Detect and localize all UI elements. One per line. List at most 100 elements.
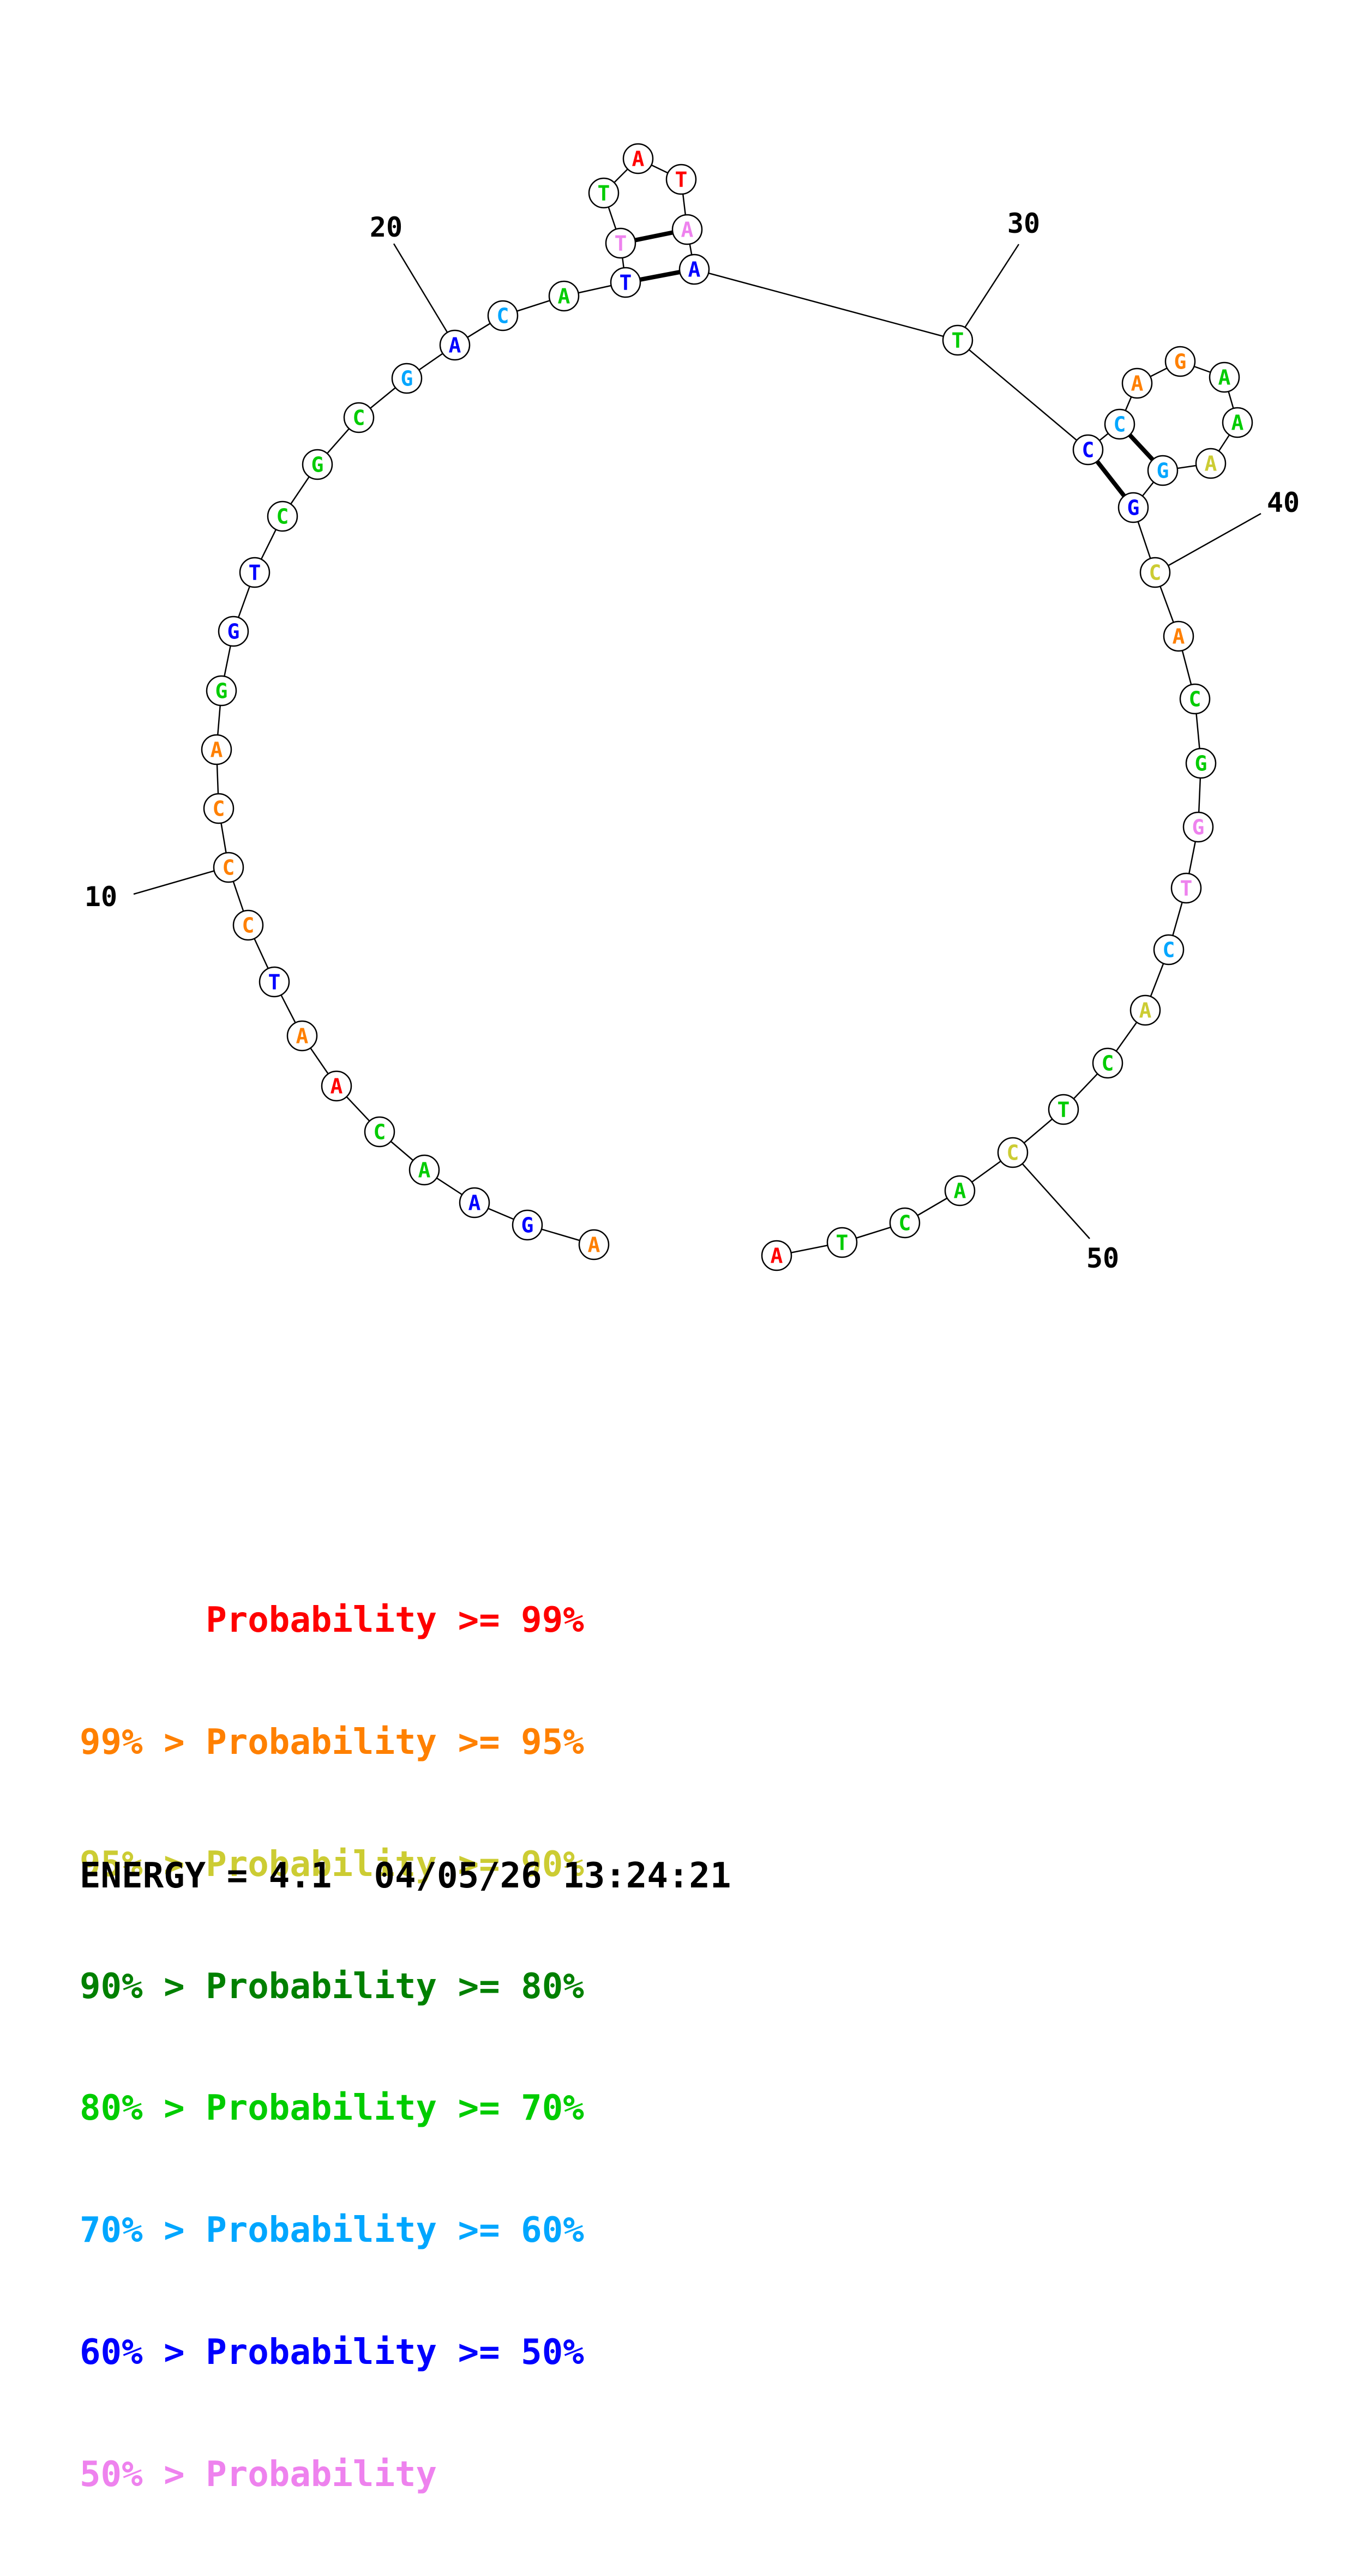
nucleotide-letter: C (242, 914, 255, 938)
nucleotide-letter: G (1157, 459, 1169, 483)
nucleotide-letter: T (615, 232, 627, 256)
nucleotide-letter: A (1131, 372, 1144, 396)
nucleotide-circle (232, 909, 264, 941)
nucleotide-letter: C (213, 797, 225, 821)
nucleotide-letter: C (1102, 1052, 1114, 1076)
nucleotide-letter: T (620, 271, 632, 295)
nucleotide-circle (578, 1229, 610, 1260)
nucleotide-circle (459, 1187, 490, 1218)
nucleotide-letter: T (836, 1231, 849, 1255)
nucleotide-letter: C (1149, 561, 1162, 585)
nucleotide-letter: C (1007, 1141, 1019, 1165)
nucleotide-letter: A (1231, 411, 1244, 435)
nucleotide-circle (1129, 994, 1161, 1026)
nucleotide-letter: G (1174, 350, 1187, 374)
label-leader-line (133, 870, 215, 895)
nucleotide-circle (1195, 448, 1227, 479)
nucleotide-letter: A (418, 1159, 431, 1183)
nucleotide-letter: G (1192, 816, 1205, 840)
probability-legend: Probability >= 99% 99% > Probability >= … (80, 1519, 584, 2576)
nucleotide-circle (942, 324, 974, 356)
nucleotide-circle (605, 227, 636, 259)
nucleotide-circle (889, 1207, 921, 1239)
nucleotide-letter: A (771, 1244, 783, 1268)
nucleotide-circle (439, 329, 471, 361)
nucleotide-circle (588, 177, 620, 209)
nucleotide-circle (1182, 811, 1214, 843)
label-leader-line (964, 244, 1020, 328)
nucleotide-letter: G (215, 679, 228, 703)
nucleotide-letter: G (521, 1214, 534, 1238)
nucleotide-circle (364, 1116, 395, 1148)
nucleotide-circle (1072, 434, 1104, 466)
sequence-position-label: 50 (1086, 1242, 1119, 1274)
nucleotide-circle (267, 500, 298, 532)
nucleotide-letter: A (588, 1233, 600, 1257)
nucleotide-circle (201, 734, 232, 765)
nucleotide-letter: A (468, 1191, 481, 1215)
energy-line: ENERGY = 4.1 04/05/26 13:24:21 (80, 1856, 731, 1896)
legend-row-p95: 99% > Probability >= 95% (80, 1722, 584, 1763)
nucleotide-circle (610, 267, 641, 298)
nucleotide-circle (1170, 872, 1202, 904)
nucleotide-letter: A (954, 1179, 966, 1203)
nucleotide-circle (206, 675, 237, 707)
legend-row-p50: 60% > Probability >= 50% (80, 2332, 584, 2373)
nucleotide-circle (321, 1070, 352, 1102)
nucleotide-circle (218, 616, 249, 647)
sequence-position-label: 40 (1267, 487, 1300, 518)
nucleotide-circle (259, 966, 290, 998)
nucleotide-letter: A (1139, 999, 1152, 1023)
nucleotide-letter: T (268, 970, 281, 994)
nucleotide-circle (1209, 361, 1240, 393)
label-leader-line (1167, 512, 1261, 567)
nucleotide-letter: C (899, 1211, 911, 1235)
sequence-position-label: 30 (1007, 208, 1040, 239)
legend-row-plt50: 50% > Probability (80, 2454, 437, 2495)
nucleotide-letter: C (223, 856, 235, 880)
nucleic-acid-structure-diagram: AGAACAATCCCAGGTCGCGACATTTATAATCCAGAAAGGC… (85, 143, 1300, 1274)
nucleotide-circle (1139, 557, 1171, 588)
nucleotide-circle (1092, 1047, 1123, 1079)
nucleotide-letter: C (374, 1120, 386, 1144)
nucleotide-circle (678, 254, 710, 285)
nucleotide-circle (1179, 683, 1211, 715)
nucleotide-letter: A (1173, 625, 1185, 649)
nucleotide-circle (671, 214, 703, 245)
nucleotide-letter: A (681, 218, 694, 242)
nucleotide-letter: A (211, 738, 223, 762)
nucleotide-circle (391, 363, 423, 394)
nucleotide-letter: G (1127, 496, 1140, 520)
nucleotide-letter: C (277, 505, 289, 529)
nucleotide-letter: T (249, 561, 261, 585)
legend-row-p70: 80% > Probability >= 70% (80, 2088, 584, 2129)
nucleotide-circle (1117, 492, 1149, 523)
nucleotide-letter: C (1189, 687, 1201, 711)
nucleotide-letter: C (1163, 938, 1175, 962)
backbone-line (694, 268, 958, 341)
nucleotide-circle (213, 852, 244, 883)
label-leader-line (1021, 1163, 1090, 1239)
nucleotide-letter: T (1180, 877, 1193, 901)
sequence-position-label: 10 (85, 881, 117, 913)
nucleotide-letter: G (311, 453, 324, 477)
nucleotide-letter: A (558, 285, 570, 309)
nucleotide-circle (665, 164, 697, 195)
nucleotide-circle (1163, 620, 1194, 652)
nucleotide-letter: A (449, 334, 461, 358)
nucleotide-circle (997, 1137, 1029, 1168)
label-leader-line (393, 243, 449, 334)
nucleotide-letter: A (1218, 366, 1231, 390)
nucleotide-letter: C (497, 304, 509, 328)
nucleotide-circle (1222, 407, 1253, 438)
nucleotide-circle (1048, 1094, 1079, 1125)
nucleotide-letter: A (331, 1075, 343, 1099)
nucleotide-letter: T (598, 182, 610, 206)
nucleotide-circle (512, 1209, 543, 1241)
nucleotide-circle (548, 280, 580, 312)
nucleotide-letter: A (632, 147, 645, 171)
nucleotide-letter: G (227, 620, 240, 644)
nucleotide-circle (761, 1240, 792, 1271)
nucleotide-circle (1185, 747, 1217, 779)
